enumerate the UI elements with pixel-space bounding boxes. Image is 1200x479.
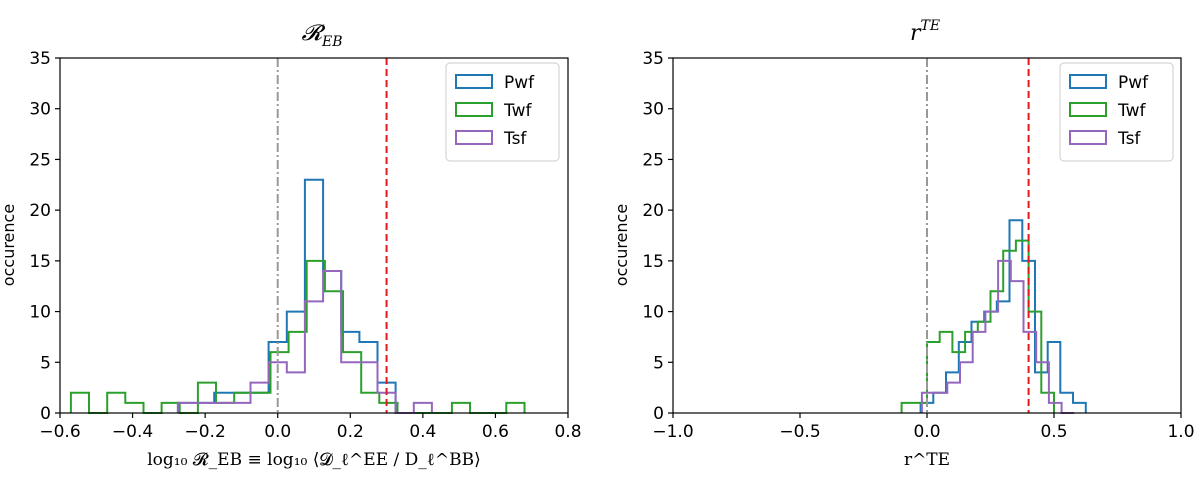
x-tick-label: −0.6 xyxy=(39,422,80,442)
x-tick-label: −1.0 xyxy=(652,422,693,442)
y-tick-label: 0 xyxy=(40,404,51,424)
reference-lines xyxy=(276,58,388,413)
x-tick-label: 1.0 xyxy=(1167,422,1194,442)
x-tick-label: 0.4 xyxy=(409,422,436,442)
x-axis-ticks: −0.6 −0.4 −0.2 0.0 0.2 0.4 0.6 0.8 xyxy=(39,413,582,442)
y-tick-label: 5 xyxy=(653,353,664,373)
y-tick-label: 0 xyxy=(653,404,664,424)
x-tick-label: −0.5 xyxy=(779,422,820,442)
histogram-tsf xyxy=(176,270,433,414)
histogram-marks xyxy=(69,178,526,414)
y-tick-label: 5 xyxy=(40,353,51,373)
reference-lines xyxy=(926,58,1030,413)
x-axis-label: r^TE xyxy=(904,450,950,470)
legend-label-pwf: Pwf xyxy=(1118,73,1149,93)
legend-label-twf: Twf xyxy=(1117,101,1146,121)
x-tick-label: −0.4 xyxy=(112,422,153,442)
y-tick-label: 10 xyxy=(642,303,664,323)
x-tick-label: 0.8 xyxy=(554,422,581,442)
chart-title: rTE xyxy=(910,18,940,46)
legend-frame xyxy=(445,62,560,162)
histogram-twf xyxy=(69,259,526,414)
chart-title: 𝓡EB xyxy=(301,21,342,50)
x-tick-label: 0.0 xyxy=(264,422,291,442)
histogram-pwf xyxy=(919,219,1087,413)
histogram-tsf xyxy=(920,259,1075,414)
x-tick-label: 0.2 xyxy=(337,422,364,442)
legend-swatch-twf xyxy=(1069,102,1107,117)
y-axis-ticks: 0 5 10 15 20 25 30 35 xyxy=(29,49,60,424)
y-axis-ticks: 0 5 10 15 20 25 30 35 xyxy=(642,49,673,424)
y-axis-label: occurence xyxy=(0,204,18,286)
y-tick-label: 30 xyxy=(642,100,664,120)
y-axis-label: occurence xyxy=(612,204,631,286)
legend: Pwf Twf Tsf xyxy=(1059,62,1174,162)
x-tick-label: −0.2 xyxy=(185,422,226,442)
legend-swatch-pwf xyxy=(455,74,493,89)
legend-label-tsf: Tsf xyxy=(503,129,527,149)
legend-swatch-tsf xyxy=(455,130,493,145)
y-tick-label: 20 xyxy=(642,201,664,221)
y-tick-label: 15 xyxy=(642,252,664,272)
legend-label-tsf: Tsf xyxy=(1117,129,1141,149)
legend: Pwf Twf Tsf xyxy=(445,62,560,162)
y-tick-label: 20 xyxy=(29,201,51,221)
x-tick-label: 0.6 xyxy=(482,422,509,442)
x-tick-label: 0.5 xyxy=(1040,422,1067,442)
y-tick-label: 10 xyxy=(29,303,51,323)
legend-frame xyxy=(1059,62,1174,162)
legend-swatch-twf xyxy=(455,102,493,117)
y-tick-label: 25 xyxy=(642,150,664,170)
y-tick-label: 25 xyxy=(29,150,51,170)
legend-swatch-tsf xyxy=(1069,130,1107,145)
x-axis-label: log₁₀ 𝓡_EB ≡ log₁₀ ⟨𝓓_ℓ^EE / D_ℓ^BB⟩ xyxy=(147,450,481,470)
legend-label-twf: Twf xyxy=(503,101,532,121)
y-tick-label: 30 xyxy=(29,100,51,120)
x-axis-ticks: −1.0 −0.5 0.0 0.5 1.0 xyxy=(652,413,1195,442)
y-tick-label: 35 xyxy=(29,49,51,69)
plot-frame xyxy=(59,57,569,414)
chart-panel-r-eb: 𝓡EB −0.6 −0.4 −0.2 0.0 0.2 0.4 0.6 0.8 0 5 10 15 20… xyxy=(0,21,582,470)
x-tick-label: 0.0 xyxy=(913,422,940,442)
legend-swatch-pwf xyxy=(1069,74,1107,89)
legend-label-pwf: Pwf xyxy=(504,73,535,93)
y-tick-label: 15 xyxy=(29,252,51,272)
chart-panel-r-te: rTE −1.0 −0.5 0.0 0.5 1.0 0 5 10 15 20 25 30 35 occ… xyxy=(612,18,1195,470)
y-tick-label: 35 xyxy=(642,49,664,69)
